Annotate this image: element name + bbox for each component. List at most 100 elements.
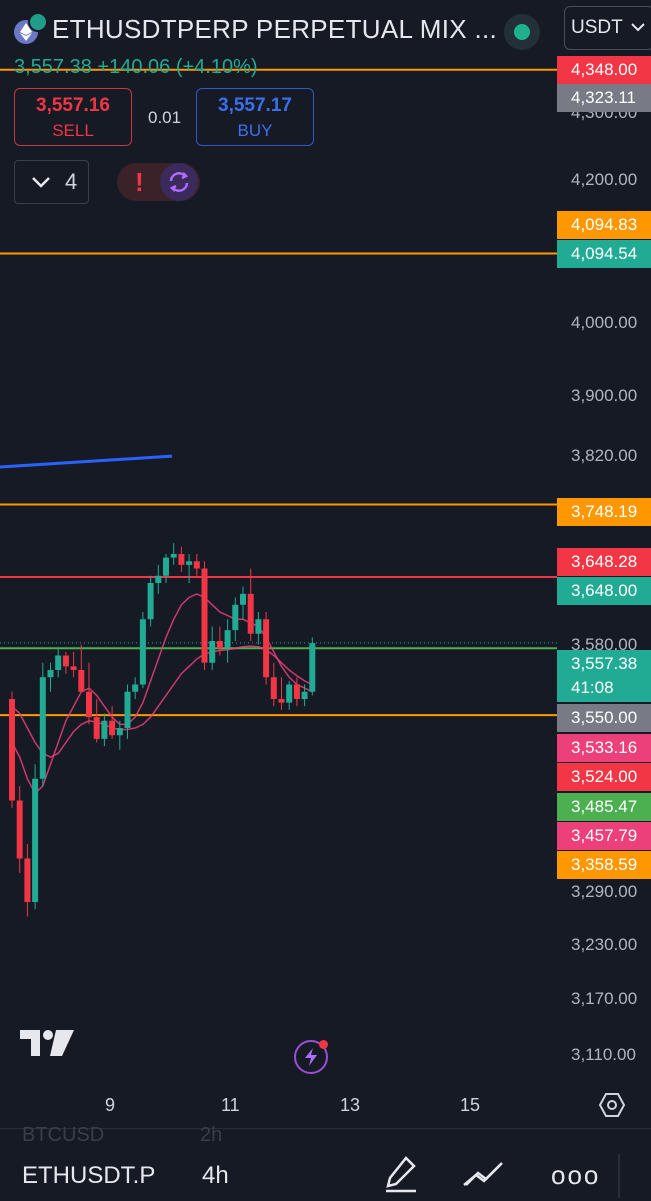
candle [232,597,239,641]
candle [16,786,23,873]
candle-body [78,670,85,692]
price-axis-label: 3,170.00 [571,989,638,1008]
price-tag[interactable]: 3,358.59 [557,851,651,879]
previous-symbol: BTCUSD [22,1124,105,1146]
symbol-selector[interactable]: ETHUSDT.P [22,1162,156,1189]
candle [70,651,77,678]
candle-body [309,643,316,692]
trendline-tool-icon[interactable] [462,1155,504,1198]
price-tag[interactable]: 3,524.00 [557,763,651,791]
candle [170,543,177,565]
price-tag[interactable]: 3,485.47 [557,793,651,821]
time-axis-label: 15 [460,1095,481,1115]
candle-body [55,655,62,670]
bottom-toolbar [0,1128,651,1201]
candle-body [62,655,69,667]
more-icon[interactable]: ooo [551,1160,601,1190]
candle-body [132,684,139,692]
candle-body [47,670,54,678]
previous-interval: 2h [200,1124,223,1146]
candle-body [70,666,77,670]
candlestick-series [9,543,316,917]
sell-label: SELL [52,121,94,140]
candle-body [32,778,39,902]
candle-body [39,677,46,779]
price-tag[interactable]: 3,533.16 [557,734,651,762]
trendline [0,454,173,469]
candle [255,612,262,645]
candle [132,677,139,699]
sell-button[interactable]: 3,557.16 SELL [14,88,132,146]
buy-label: BUY [237,121,273,140]
price-tag[interactable]: 3,648.00 [557,577,651,605]
candle [116,720,123,750]
symbol-title[interactable]: ETHUSDTPERP PERPETUAL MIX ... [52,14,498,44]
price-axis-label: 3,110.00 [571,1045,636,1064]
buy-button[interactable]: 3,557.17 BUY [196,88,314,146]
price-tag[interactable]: 4,323.11 [557,84,651,112]
candle [270,662,277,707]
candle-body [232,604,239,631]
price-tag[interactable]: 3,557.38 [557,650,651,678]
candle-body [86,691,92,718]
price-tag[interactable]: 3,748.19 [557,498,651,526]
candle [32,764,39,910]
price-tag[interactable]: 4,094.54 [557,240,651,268]
price-tag[interactable]: 4,094.83 [557,211,651,239]
last-price: 3,557.38 [14,56,92,78]
settings-icon[interactable] [598,1092,626,1123]
candle [62,651,69,674]
interval-selector[interactable]: 4h [202,1162,229,1189]
time-axis-label: 13 [340,1095,361,1115]
candle [86,662,92,725]
currency-value: USDT [571,17,623,38]
price-chart[interactable] [0,0,651,1128]
candle-body [263,619,270,678]
price-tag[interactable]: 3,457.79 [557,822,651,850]
candle [24,844,31,917]
indicators-toggle-button[interactable]: 4 [14,160,89,204]
price-tag[interactable]: 3,648.28 [557,548,651,576]
candle-body [193,561,200,569]
candle-body [240,593,246,605]
trendline-group [0,454,173,469]
price-tag[interactable]: 4,348.00 [557,56,651,84]
price-tag[interactable]: 3,550.00 [557,704,651,732]
candle-body [116,728,123,736]
candle [155,564,162,594]
candle-body [124,691,131,728]
candle [209,626,216,670]
candle [109,706,116,739]
candle-body [178,554,185,565]
spread-value: 0.01 [148,108,182,127]
candle-body [16,800,23,859]
market-status-icon[interactable] [504,14,540,50]
divider [618,1154,620,1198]
alert-pill[interactable]: ! [117,163,200,201]
pencil-icon[interactable] [384,1155,418,1198]
candle-body [155,575,162,583]
ma-fast-line [11,593,313,795]
currency-dropdown[interactable]: USDT [564,6,651,50]
candle [224,619,231,663]
time-axis-label: 11 [221,1095,240,1115]
flash-icon[interactable] [294,1040,328,1074]
candle-body [93,717,100,739]
price-axis-label: 3,290.00 [571,882,638,901]
candle-body [186,561,193,565]
tradingview-logo[interactable] [20,1028,74,1063]
candle-body [247,593,254,634]
candle [301,684,308,707]
chevron-down-icon [631,19,645,35]
candle-body [201,568,208,663]
candle [309,637,316,696]
candle [139,612,146,689]
countdown-tag: 41:08 [557,674,651,702]
candle [240,586,246,620]
candle [101,713,108,747]
candle-body [255,619,262,634]
candle [55,648,62,678]
sync-icon[interactable] [160,163,198,201]
candle [9,691,15,808]
candle [47,662,54,692]
